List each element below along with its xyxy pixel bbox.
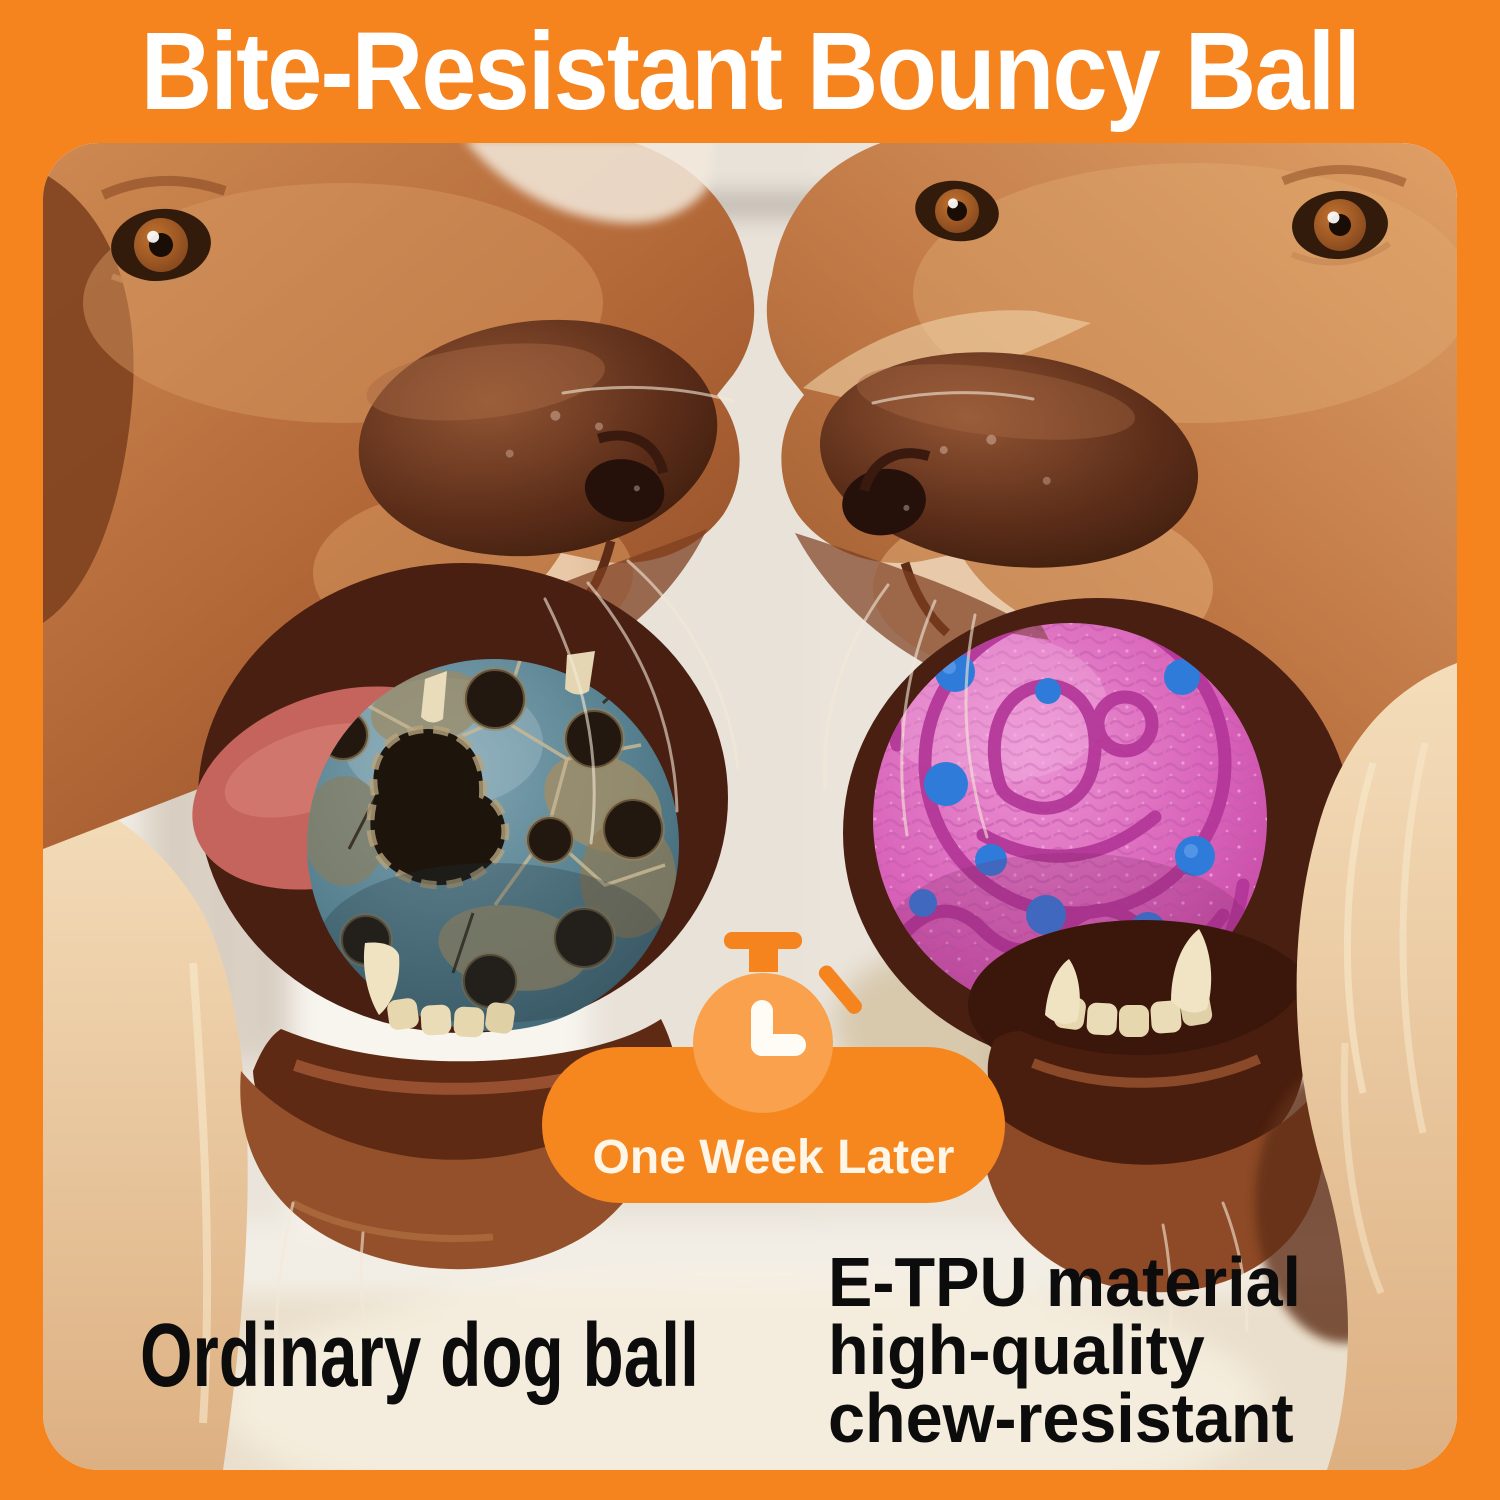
- right-caption-line: chew-resistant: [828, 1379, 1294, 1457]
- ordinary-ball-illustration: [307, 659, 679, 1031]
- right-dog-jaw: [968, 663, 1457, 1470]
- right-caption-line: E-TPU material: [828, 1243, 1302, 1321]
- right-dog-far-eye: [1290, 190, 1392, 266]
- left-dog-eye: [110, 208, 215, 288]
- right-caption: E-TPU material high-quality chew-resista…: [828, 1243, 1302, 1457]
- right-dog-nose: [819, 352, 1199, 568]
- whiskers: [275, 385, 1249, 1355]
- headline-text: Bite-Resistant Bouncy Ball: [140, 10, 1361, 133]
- badge-label: One Week Later: [592, 1131, 955, 1184]
- right-dog-near-eye: [915, 180, 999, 242]
- photo-frame: One Week Later Ordinary dog ball E-TPU m…: [43, 143, 1457, 1470]
- stopwatch-icon: [693, 932, 862, 1113]
- page-title: Bite-Resistant Bouncy Ball: [0, 0, 1500, 143]
- left-caption: Ordinary dog ball: [140, 1306, 699, 1406]
- left-dog-nose: [358, 319, 718, 557]
- right-caption-line: high-quality: [828, 1311, 1205, 1389]
